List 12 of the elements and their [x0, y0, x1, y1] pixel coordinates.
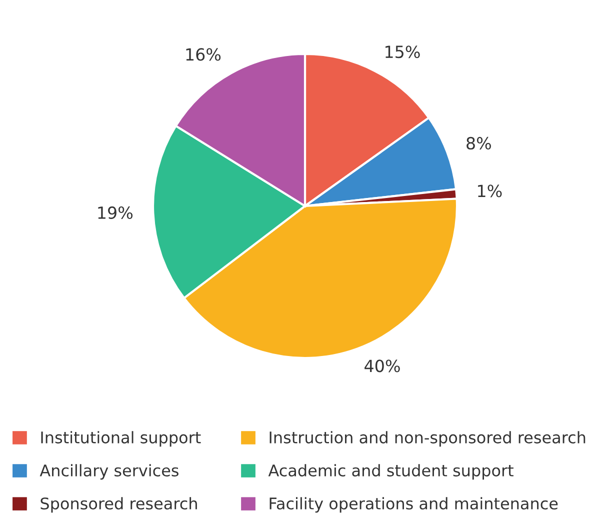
data-label: 1%	[478, 184, 502, 198]
data-label: 40%	[364, 360, 400, 372]
data-label: 15%	[386, 46, 420, 58]
data-label: 19%	[98, 206, 133, 220]
legend-label: Instruction and non-sponsored research	[270, 431, 586, 447]
legend-label: Ancillary services	[40, 464, 178, 480]
legend-label: Facility operations and maintenance	[270, 497, 558, 513]
legend-label: Institutional support	[41, 431, 201, 447]
legend-label: Academic and student support	[268, 464, 514, 480]
data-label: 16%	[186, 48, 221, 61]
data-label: 8%	[466, 136, 491, 150]
legend-label: Sponsored research	[40, 497, 197, 513]
